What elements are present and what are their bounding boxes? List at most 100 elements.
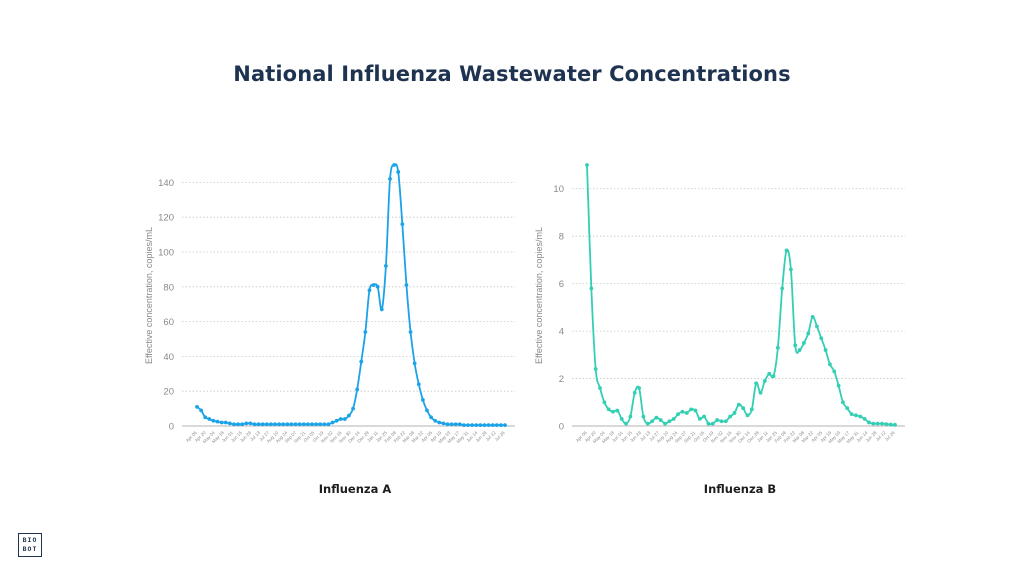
data-point: [676, 412, 680, 417]
data-point: [810, 314, 815, 319]
data-point: [611, 409, 615, 414]
data-point: [875, 421, 880, 426]
data-point: [441, 421, 446, 426]
data-point: [248, 421, 253, 426]
data-point: [784, 248, 789, 253]
data-point: [449, 422, 454, 427]
data-point: [408, 330, 413, 334]
data-point: [736, 402, 741, 407]
x-tick-label: Jul 26: [494, 430, 506, 442]
data-point: [219, 420, 224, 425]
data-point: [375, 284, 380, 289]
y-tick-label: 80: [163, 282, 174, 293]
data-point: [420, 398, 425, 402]
data-point: [277, 422, 282, 427]
data-point: [628, 414, 633, 419]
influenza-b-chart: 0 2 4 6 8 10 Effective concentration, copies/m…: [520, 150, 905, 470]
data-point: [667, 419, 672, 424]
y-tick-label: 140: [158, 178, 174, 189]
data-point: [429, 415, 433, 420]
data-point: [732, 411, 737, 415]
data-point: [706, 421, 711, 426]
data-point: [650, 419, 654, 424]
data-point: [849, 412, 854, 417]
data-point: [363, 330, 368, 334]
x-tick-label: Jul 26: [884, 430, 896, 442]
data-point: [602, 400, 607, 405]
data-point: [355, 387, 360, 392]
y-tick-label: 8: [559, 232, 564, 243]
data-point: [285, 422, 290, 427]
data-point: [832, 369, 837, 374]
data-point: [624, 421, 628, 426]
data-point: [334, 418, 339, 423]
data-point: [741, 406, 746, 411]
data-point: [728, 414, 733, 419]
data-point: [793, 343, 798, 348]
data-point: [412, 361, 417, 366]
data-point: [273, 422, 277, 427]
data-point: [823, 348, 828, 352]
data-point: [379, 307, 384, 312]
data-point: [293, 422, 298, 427]
data-point: [745, 413, 750, 418]
data-point: [256, 422, 261, 427]
data-point: [693, 408, 698, 413]
y-tick-label: 40: [163, 352, 174, 363]
y-tick-label: 100: [158, 248, 174, 259]
data-point: [457, 422, 462, 427]
data-point: [754, 381, 759, 386]
data-point: [780, 286, 785, 291]
data-point: [841, 400, 845, 405]
data-point: [498, 423, 503, 428]
data-point: [641, 414, 646, 419]
y-tick-label: 60: [163, 317, 174, 328]
data-point: [310, 422, 314, 427]
data-point: [788, 267, 793, 272]
data-point: [445, 422, 450, 427]
data-point: [854, 413, 858, 418]
y-tick-label: 120: [158, 213, 174, 224]
y-tick-label: 6: [559, 279, 564, 290]
influenza-a-caption: Influenza A: [318, 482, 392, 496]
data-point: [503, 423, 507, 428]
data-point: [858, 414, 863, 419]
series-line: [586, 164, 896, 426]
data-point: [269, 422, 273, 427]
data-point: [723, 419, 728, 424]
influenza-a-plot: 0 20 40 60 80 100 120 140 Effective concentratio…: [144, 163, 515, 444]
data-point: [658, 418, 663, 422]
y-tick-label: 0: [169, 422, 174, 433]
data-point: [598, 386, 602, 390]
data-point: [227, 421, 232, 426]
y-tick-label: 2: [559, 374, 564, 385]
y-axis-label: Effective concentration, copies/mL: [534, 227, 544, 364]
influenza-a-chart: 0 20 40 60 80 100 120 140 Effective concentratio…: [130, 150, 515, 470]
data-point: [326, 422, 331, 427]
data-point: [645, 421, 650, 426]
data-point: [615, 408, 620, 413]
data-point: [478, 423, 483, 428]
data-point: [663, 421, 667, 426]
data-point: [305, 422, 310, 427]
data-point: [585, 163, 589, 167]
series-line: [196, 163, 505, 427]
data-point: [637, 386, 641, 390]
data-point: [680, 409, 685, 414]
data-point: [215, 419, 220, 424]
data-point: [322, 422, 327, 427]
data-point: [606, 407, 611, 412]
data-point: [416, 382, 421, 387]
y-tick-label: 10: [553, 184, 564, 195]
data-point: [207, 417, 212, 421]
data-point: [330, 420, 335, 425]
data-point: [836, 383, 841, 388]
data-point: [589, 286, 594, 291]
data-point: [301, 422, 306, 427]
data-point: [893, 422, 897, 427]
data-point: [211, 418, 216, 423]
data-point: [232, 422, 236, 427]
data-point: [314, 422, 318, 427]
data-point: [367, 288, 372, 293]
data-point: [632, 390, 637, 395]
